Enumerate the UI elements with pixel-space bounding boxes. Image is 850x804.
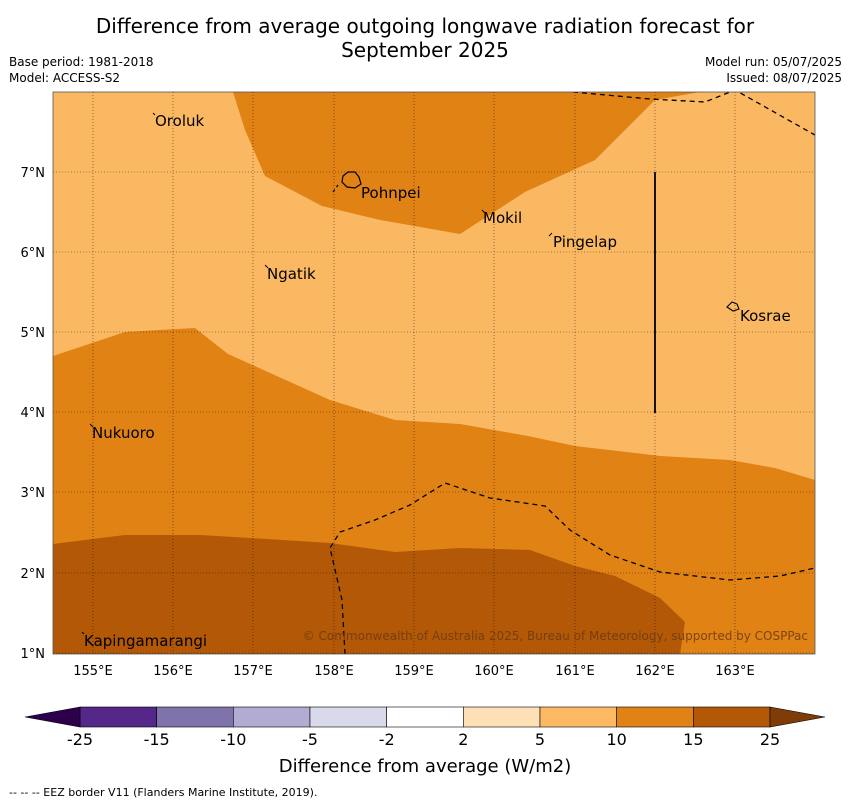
base-period: Base period: 1981-2018 xyxy=(9,55,154,69)
longitude-label: 160°E xyxy=(474,664,514,679)
colorbar-swatch xyxy=(79,706,157,728)
copyright-notice: © Commonwealth of Australia 2025, Bureau… xyxy=(303,629,808,643)
latitude-label: 6°N xyxy=(21,246,46,261)
model-run: Model run: 05/07/2025 xyxy=(704,55,842,69)
eez-border-legend: -- -- -- EEZ border V11 (Flanders Marine… xyxy=(9,786,318,799)
map-title-line1: Difference from average outgoing longwav… xyxy=(95,14,755,38)
latitude-label: 2°N xyxy=(21,567,46,582)
meta-right: Model run: 05/07/2025 Issued: 08/07/2025 xyxy=(705,54,842,86)
latitude-label: 3°N xyxy=(21,486,46,501)
longitude-label: 163°E xyxy=(715,664,755,679)
colorbar-swatch xyxy=(693,706,771,728)
latitude-label: 1°N xyxy=(21,647,46,662)
eez-border-south xyxy=(329,482,815,654)
colorbar-tick-label: 25 xyxy=(760,730,780,749)
pingelap-island-mark xyxy=(548,232,553,237)
longitude-label: 156°E xyxy=(153,664,193,679)
colorbar-tick-label: 15 xyxy=(683,730,703,749)
model-name: Model: ACCESS-S2 xyxy=(9,71,121,85)
colorbar-swatches xyxy=(79,706,771,728)
place-label-kosrae: Kosrae xyxy=(740,307,791,325)
pohnpei-island-outline xyxy=(341,171,362,189)
contour-band-15-25 xyxy=(53,535,685,654)
place-label-pohnpei: Pohnpei xyxy=(361,184,421,202)
place-label-ngatik: Ngatik xyxy=(267,265,316,283)
place-label-pingelap: Pingelap xyxy=(553,233,617,251)
longitude-label: 157°E xyxy=(233,664,273,679)
colorbar-swatch xyxy=(386,706,464,728)
colorbar-tick-label: 10 xyxy=(606,730,626,749)
place-label-kapingamarangi: Kapingamarangi xyxy=(84,632,207,650)
map-title-line2: September 2025 xyxy=(341,38,509,62)
longitude-label: 158°E xyxy=(314,664,354,679)
place-label-nukuoro: Nukuoro xyxy=(92,424,155,442)
latitude-label: 4°N xyxy=(21,406,46,421)
kapingamarangi-island-mark xyxy=(81,631,85,635)
colorbar-tick-label: 2 xyxy=(458,730,468,749)
longitude-label: 162°E xyxy=(635,664,675,679)
place-label-oroluk: Oroluk xyxy=(155,112,204,130)
colorbar-under-arrow xyxy=(24,706,81,728)
colorbar-swatch xyxy=(463,706,541,728)
eez-border-fragment xyxy=(332,184,339,193)
longitude-label: 159°E xyxy=(394,664,434,679)
colorbar-swatch xyxy=(539,706,617,728)
mokil-island-mark xyxy=(481,209,486,214)
colorbar-tick-labels: -25 -15 -10 -5 -2 2 5 10 15 25 xyxy=(67,730,780,749)
colorbar-tick-label: -2 xyxy=(379,730,395,749)
colorbar-over-arrow xyxy=(769,706,826,728)
longitude-labels: 155°E 156°E 157°E 158°E 159°E 160°E 161°E 162°E… xyxy=(73,664,755,679)
colorbar-tick-label: -15 xyxy=(144,730,170,749)
colorbar-tick-label: -25 xyxy=(67,730,93,749)
latitude-label: 5°N xyxy=(21,326,46,341)
map-area: Oroluk Pohnpei Mokil Pingelap Ngatik Kos… xyxy=(53,92,815,654)
colorbar-tick-label: -5 xyxy=(302,730,318,749)
place-label-mokil: Mokil xyxy=(483,209,522,227)
forecast-map: Oroluk Pohnpei Mokil Pingelap Ngatik Kos… xyxy=(21,91,816,679)
meta-left: Base period: 1981-2018 Model: ACCESS-S2 xyxy=(9,54,154,86)
colorbar-swatch xyxy=(309,706,387,728)
colorbar: -25 -15 -10 -5 -2 2 5 10 15 25 Difference from av… xyxy=(24,706,826,777)
colorbar-tick-label: 5 xyxy=(535,730,545,749)
longitude-label: 155°E xyxy=(73,664,113,679)
oroluk-island-mark xyxy=(152,112,156,116)
map-frame xyxy=(52,91,816,655)
contour-band-10-15-north xyxy=(233,92,700,234)
latitude-label: 7°N xyxy=(21,166,46,181)
ngatik-island-mark xyxy=(264,264,269,269)
kosrae-island-outline xyxy=(726,301,740,312)
colorbar-swatch xyxy=(616,706,694,728)
colorbar-tick-label: -10 xyxy=(220,730,246,749)
latitude-labels: 7°N 6°N 5°N 4°N 3°N 2°N 1°N xyxy=(21,166,46,662)
colorbar-swatch xyxy=(233,706,311,728)
colorbar-label: Difference from average (W/m2) xyxy=(279,756,571,777)
graticule xyxy=(53,92,815,654)
issued-date: Issued: 08/07/2025 xyxy=(726,71,842,85)
colorbar-swatch xyxy=(156,706,234,728)
longitude-label: 161°E xyxy=(555,664,595,679)
nukuoro-island-mark xyxy=(89,423,94,428)
